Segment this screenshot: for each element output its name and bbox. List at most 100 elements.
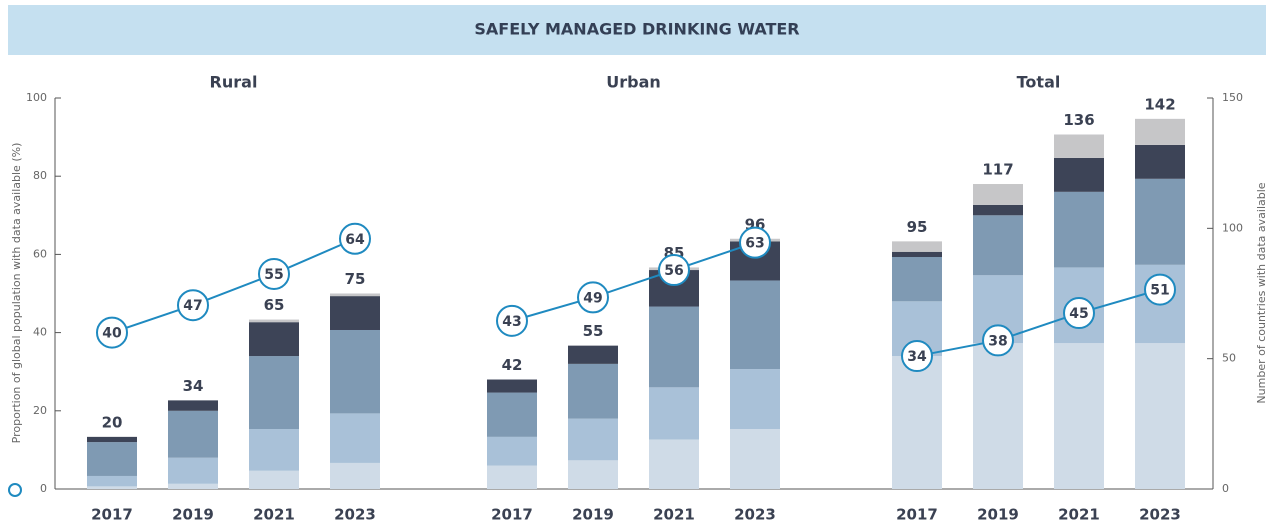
- bar-segment: [568, 460, 618, 489]
- bar-segment: [568, 363, 618, 419]
- line-marker: [982, 324, 1014, 357]
- line-marker: [658, 254, 690, 287]
- line-marker: [96, 316, 128, 349]
- line-value-label: 64: [345, 232, 365, 248]
- bar-segment: [168, 457, 218, 484]
- total-label: 142: [1144, 95, 1175, 113]
- bar-segment: [1135, 178, 1185, 265]
- line-marker: [339, 222, 371, 255]
- panel-title: Rural: [210, 73, 258, 92]
- bar-segment: [487, 392, 537, 437]
- total-label: 136: [1063, 111, 1094, 129]
- bar-segment: [249, 429, 299, 471]
- y2-tick-label: 0: [1222, 482, 1229, 495]
- x-tick-label: 2021: [253, 506, 295, 524]
- panel-title: Urban: [606, 73, 661, 92]
- bar-segment: [330, 296, 380, 330]
- bar-segment: [649, 439, 699, 489]
- line-value-label: 47: [183, 298, 202, 314]
- y-tick-label: 100: [26, 91, 47, 104]
- title-band: [8, 5, 1266, 55]
- bar-segment: [730, 369, 780, 430]
- y-axis-label: Proportion of global population with dat…: [10, 143, 23, 444]
- bar-segment: [973, 204, 1023, 216]
- y-tick-label: 20: [33, 404, 47, 417]
- line-marker: [496, 304, 528, 337]
- bar-segment: [1135, 343, 1185, 489]
- bar-segment: [1054, 343, 1104, 489]
- bar-segment: [487, 465, 537, 489]
- bar-segment: [487, 436, 537, 466]
- y-tick-label: 0: [40, 482, 47, 495]
- bar-segment: [249, 322, 299, 357]
- x-tick-label: 2019: [572, 506, 614, 524]
- bar-segment: [249, 319, 299, 323]
- y2-tick-label: 100: [1222, 221, 1243, 234]
- line-value-label: 38: [988, 333, 1007, 349]
- bar-segment: [730, 429, 780, 489]
- x-tick-label: 2023: [734, 506, 776, 524]
- total-label: 75: [345, 270, 366, 288]
- bar-segment: [892, 257, 942, 302]
- y-tick-label: 80: [33, 169, 47, 182]
- line-value-label: 51: [1150, 283, 1169, 299]
- chart-title: SAFELY MANAGED DRINKING WATER: [474, 20, 799, 39]
- bar-segment: [568, 418, 618, 461]
- bar-segment: [1135, 118, 1185, 145]
- line-marker: [901, 340, 933, 373]
- bar-segment: [892, 251, 942, 258]
- bar-segment: [249, 470, 299, 489]
- x-tick-label: 2019: [977, 506, 1019, 524]
- x-tick-label: 2023: [334, 506, 376, 524]
- line-value-label: 40: [102, 326, 122, 342]
- panel-title: Total: [1017, 73, 1061, 92]
- total-label: 42: [502, 356, 523, 374]
- bar-segment: [892, 241, 942, 252]
- bar-segment: [87, 436, 137, 443]
- total-label: 117: [982, 161, 1013, 179]
- x-tick-label: 2023: [1139, 506, 1181, 524]
- bar-segment: [1054, 191, 1104, 268]
- bar-segment: [973, 184, 1023, 205]
- y2-tick-label: 150: [1222, 91, 1243, 104]
- total-label: 95: [907, 218, 928, 236]
- x-tick-label: 2021: [1058, 506, 1100, 524]
- bar-segment: [973, 215, 1023, 276]
- total-label: 55: [583, 322, 604, 340]
- x-tick-label: 2017: [896, 506, 938, 524]
- y2-tick-label: 50: [1222, 352, 1236, 365]
- bar-segment: [1054, 157, 1104, 192]
- bar-segment: [330, 413, 380, 463]
- line-value-label: 34: [907, 349, 927, 365]
- line-value-label: 55: [264, 267, 283, 283]
- line-value-label: 45: [1069, 306, 1088, 322]
- line-value-label: 43: [502, 314, 521, 330]
- line-value-label: 63: [745, 236, 764, 252]
- bar-segment: [330, 329, 380, 414]
- bar-segment: [730, 280, 780, 370]
- bar-segment: [649, 387, 699, 440]
- bar-segment: [168, 410, 218, 458]
- line-marker: [1063, 297, 1095, 330]
- bar-segment: [568, 345, 618, 364]
- y-tick-label: 60: [33, 247, 47, 260]
- total-label: 65: [264, 296, 285, 314]
- x-tick-label: 2019: [172, 506, 214, 524]
- bar-segment: [892, 356, 942, 489]
- x-tick-label: 2017: [91, 506, 133, 524]
- bar-segment: [330, 293, 380, 297]
- line: [511, 241, 756, 322]
- line-marker: [577, 281, 609, 314]
- line: [916, 288, 1161, 358]
- line-marker: [258, 257, 290, 290]
- line-value-label: 49: [583, 290, 602, 306]
- line-marker: [177, 289, 209, 322]
- bar-segment: [487, 379, 537, 393]
- bar-segment: [649, 306, 699, 388]
- bar-segment: [249, 356, 299, 430]
- line-legend-icon: [8, 483, 22, 497]
- bar-segment: [1054, 134, 1104, 158]
- total-label: 20: [102, 413, 123, 431]
- bar-segment: [87, 486, 137, 489]
